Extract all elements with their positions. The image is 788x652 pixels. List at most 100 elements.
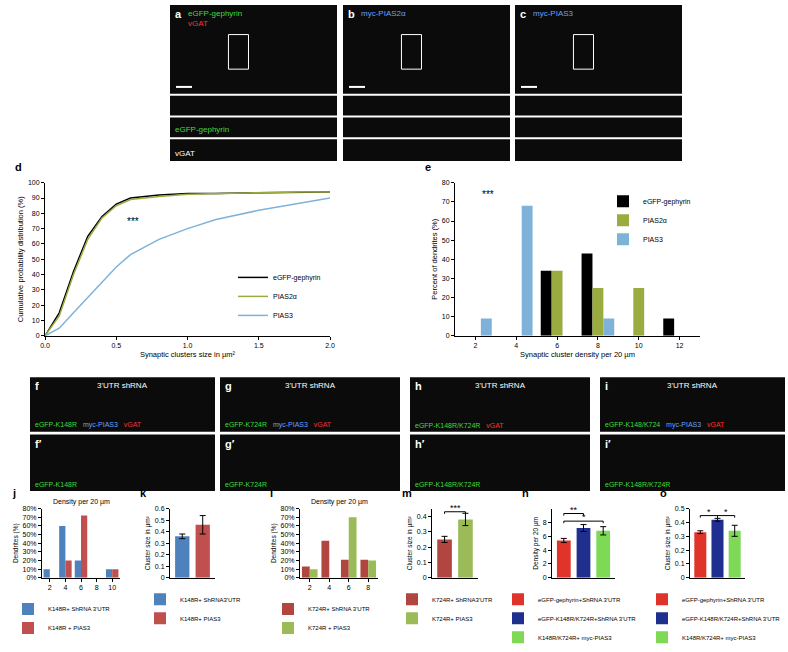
svg-text:0.2: 0.2: [675, 547, 685, 554]
svg-text:***: ***: [482, 189, 494, 200]
svg-text:Synaptic cluster density per 2: Synaptic cluster density per 20 µm: [520, 350, 635, 359]
svg-text:Cluster size in µm²: Cluster size in µm²: [406, 515, 414, 570]
svg-text:40%: 40%: [23, 540, 37, 547]
svg-text:Density per 20 µm: Density per 20 µm: [532, 517, 540, 570]
svg-text:0: 0: [423, 574, 427, 581]
svg-text:eGFP-gephyrin: eGFP-gephyrin: [643, 198, 691, 206]
svg-text:b: b: [348, 8, 355, 20]
svg-text:6: 6: [555, 342, 559, 349]
svg-text:Dendrites (%): Dendrites (%): [12, 523, 20, 563]
svg-text:K724R+ ShRNA 3'UTR: K724R+ ShRNA 3'UTR: [308, 606, 370, 612]
svg-text:20%: 20%: [23, 557, 37, 564]
svg-text:4: 4: [63, 584, 67, 591]
svg-text:40: 40: [32, 271, 40, 278]
svg-text:0.4: 0.4: [675, 519, 685, 526]
svg-text:0.4: 0.4: [417, 513, 427, 520]
svg-text:0.2: 0.2: [417, 544, 427, 551]
svg-text:Density per 20 µm: Density per 20 µm: [53, 498, 110, 506]
svg-text:2: 2: [543, 560, 547, 567]
svg-text:eGFP-K148R/K724R: eGFP-K148R/K724R: [415, 481, 480, 488]
svg-text:80%: 80%: [281, 505, 295, 512]
svg-text:Density per 20 µm: Density per 20 µm: [311, 498, 368, 506]
svg-text:***: ***: [127, 216, 139, 227]
svg-text:0: 0: [681, 574, 685, 581]
svg-text:2.0: 2.0: [325, 342, 335, 349]
svg-text:eGFP-K148/K724 myc-PIAS3 v: eGFP-K148/K724 myc-PIAS3 vGAT: [605, 421, 725, 429]
svg-text:8: 8: [95, 584, 99, 591]
svg-text:myc-PIAS2α: myc-PIAS2α: [361, 9, 406, 18]
svg-text:K724R+ PIAS3: K724R+ PIAS3: [432, 616, 473, 622]
svg-text:40%: 40%: [281, 540, 295, 547]
svg-text:70%: 70%: [281, 514, 295, 521]
svg-text:eGFP-gephyrin: eGFP-gephyrin: [188, 9, 242, 18]
svg-text:Synaptic clusters size in µm²: Synaptic clusters size in µm²: [140, 350, 236, 359]
svg-text:60: 60: [442, 217, 450, 224]
svg-text:30%: 30%: [23, 548, 37, 555]
svg-text:eGFP-K148R myc-PIAS3 vGAT: eGFP-K148R myc-PIAS3 vGAT: [35, 421, 142, 429]
svg-text:2: 2: [48, 584, 52, 591]
svg-text:k: k: [140, 487, 147, 499]
svg-text:eGFP-K148R: eGFP-K148R: [35, 481, 77, 488]
svg-text:1.5: 1.5: [254, 342, 264, 349]
svg-text:K724R+ ShRNA3'UTR: K724R+ ShRNA3'UTR: [432, 597, 493, 603]
svg-text:g: g: [225, 380, 232, 392]
svg-text:2: 2: [308, 584, 312, 591]
svg-text:eGFP-gephyrin: eGFP-gephyrin: [273, 274, 321, 282]
svg-text:20: 20: [442, 294, 450, 301]
svg-text:PIAS2α: PIAS2α: [273, 293, 297, 300]
svg-text:eGFP-gephyrin+ShRNA 3'UTR: eGFP-gephyrin+ShRNA 3'UTR: [538, 597, 621, 603]
svg-text:50%: 50%: [23, 531, 37, 538]
svg-text:eGFP-K148R/K724R+ShRNA 3'UTR: eGFP-K148R/K724R+ShRNA 3'UTR: [538, 616, 636, 622]
svg-text:8: 8: [596, 342, 600, 349]
svg-text:0.1: 0.1: [417, 559, 427, 566]
svg-text:eGFP-K148R/K724R+ShRNA 3'UTR: eGFP-K148R/K724R+ShRNA 3'UTR: [682, 616, 780, 622]
svg-text:vGAT: vGAT: [175, 149, 195, 158]
svg-text:f: f: [35, 380, 39, 392]
svg-text:h: h: [415, 380, 422, 392]
svg-text:70: 70: [32, 225, 40, 232]
svg-text:f′: f′: [35, 438, 42, 450]
svg-text:eGFP-K148R/K724R vGAT: eGFP-K148R/K724R vGAT: [415, 422, 504, 429]
svg-text:*: *: [582, 512, 586, 522]
svg-text:70: 70: [442, 198, 450, 205]
svg-text:0: 0: [36, 332, 40, 339]
svg-text:eGFP-gephyrin: eGFP-gephyrin: [175, 125, 229, 134]
svg-text:a: a: [175, 8, 182, 20]
svg-text:20%: 20%: [281, 557, 295, 564]
svg-text:i: i: [605, 380, 608, 392]
svg-text:m: m: [402, 487, 412, 499]
svg-text:K148R+ ShRNA 3'UTR: K148R+ ShRNA 3'UTR: [48, 606, 110, 612]
svg-text:10: 10: [108, 584, 116, 591]
svg-text:10%: 10%: [281, 566, 295, 573]
svg-text:j: j: [12, 487, 16, 499]
svg-text:e: e: [425, 161, 431, 173]
svg-text:70%: 70%: [23, 514, 37, 521]
svg-text:10: 10: [442, 313, 450, 320]
svg-text:0.5: 0.5: [675, 505, 685, 512]
svg-text:6: 6: [543, 533, 547, 540]
svg-text:3'UTR shRNA: 3'UTR shRNA: [667, 381, 718, 390]
svg-text:g′: g′: [225, 438, 235, 450]
svg-text:0.4: 0.4: [155, 528, 165, 535]
svg-text:o: o: [660, 487, 667, 499]
svg-text:Cluster size in µm²: Cluster size in µm²: [144, 515, 152, 570]
svg-text:60%: 60%: [23, 522, 37, 529]
svg-text:d: d: [15, 161, 22, 173]
svg-text:Cluster size in µm²: Cluster size in µm²: [664, 515, 672, 570]
svg-text:100: 100: [28, 179, 40, 186]
svg-text:eGFP-K724R myc-PIAS3 vGAT: eGFP-K724R myc-PIAS3 vGAT: [225, 421, 332, 429]
svg-text:60: 60: [32, 240, 40, 247]
svg-text:0.0: 0.0: [40, 342, 50, 349]
svg-text:K148R/K724R+ myc-PIAS3: K148R/K724R+ myc-PIAS3: [682, 635, 756, 641]
svg-text:50%: 50%: [281, 531, 295, 538]
svg-text:0.2: 0.2: [155, 551, 165, 558]
svg-text:eGFP-K724R: eGFP-K724R: [225, 481, 267, 488]
svg-text:3'UTR shRNA: 3'UTR shRNA: [475, 381, 526, 390]
svg-text:4: 4: [327, 584, 331, 591]
svg-text:h′: h′: [415, 438, 425, 450]
svg-text:4: 4: [543, 547, 547, 554]
svg-text:vGAT: vGAT: [188, 19, 208, 28]
svg-text:i′: i′: [605, 438, 611, 450]
svg-text:Cumulative probability distrib: Cumulative probability distribution (%): [16, 196, 25, 322]
svg-text:PIAS3: PIAS3: [643, 236, 663, 243]
